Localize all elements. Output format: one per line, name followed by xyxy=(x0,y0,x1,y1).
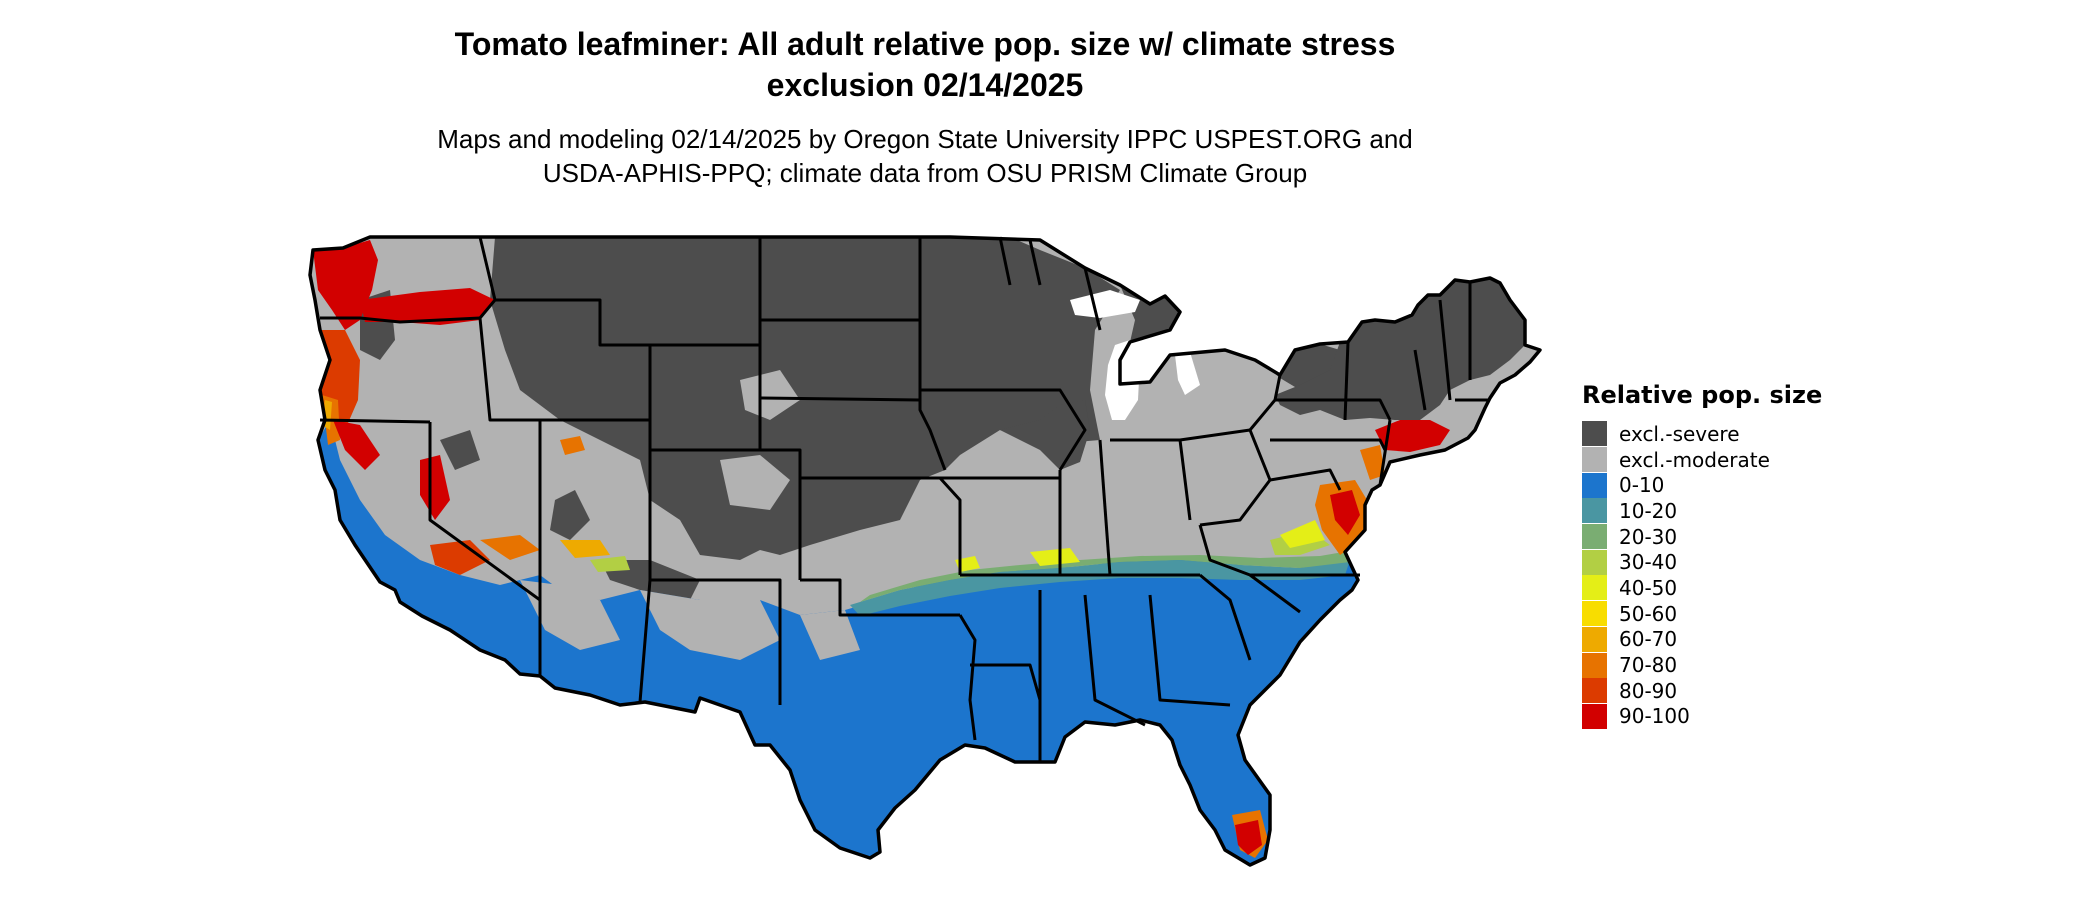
legend-label: excl.-moderate xyxy=(1619,447,1770,472)
legend-item: 80-90 xyxy=(1582,678,1822,704)
legend-swatch xyxy=(1582,524,1607,550)
legend-swatch xyxy=(1582,549,1607,575)
legend-label: 50-60 xyxy=(1619,601,1678,626)
legend-item: 40-50 xyxy=(1582,575,1822,601)
legend-label: 70-80 xyxy=(1619,653,1678,678)
legend-label: 40-50 xyxy=(1619,575,1678,600)
legend-item: 50-60 xyxy=(1582,601,1822,627)
legend-label: excl.-severe xyxy=(1619,421,1740,446)
lake-huron xyxy=(1175,352,1200,395)
legend-item: 60-70 xyxy=(1582,626,1822,653)
legend-label: 60-70 xyxy=(1619,627,1678,652)
legend-swatch xyxy=(1582,601,1607,627)
legend-label: 20-30 xyxy=(1619,524,1678,549)
legend-item: 10-20 xyxy=(1582,498,1822,524)
map-title-line-2: exclusion 02/14/2025 xyxy=(766,67,1084,103)
legend-swatch xyxy=(1582,626,1607,652)
legend-label: 30-40 xyxy=(1619,550,1678,575)
legend-item: 90-100 xyxy=(1582,703,1822,730)
legend-swatch xyxy=(1582,421,1607,447)
legend-swatch xyxy=(1582,575,1607,601)
legend-item: excl.-moderate xyxy=(1582,447,1822,473)
map-title-line-1: Tomato leafminer: All adult relative pop… xyxy=(454,26,1396,62)
lake-superior xyxy=(1070,290,1140,318)
legend-item: 30-40 xyxy=(1582,549,1822,575)
legend-swatch xyxy=(1582,652,1607,678)
legend-label: 0-10 xyxy=(1619,473,1665,498)
legend-item: 20-30 xyxy=(1582,524,1822,550)
legend-swatch xyxy=(1582,447,1607,473)
legend-item: 70-80 xyxy=(1582,652,1822,678)
legend-label: 90-100 xyxy=(1619,704,1690,729)
legend-item: 0-10 xyxy=(1582,472,1822,498)
legend-label: 10-20 xyxy=(1619,498,1678,523)
legend-swatch xyxy=(1582,472,1607,498)
legend-item: excl.-severe xyxy=(1582,421,1822,447)
map-title-block: Tomato leafminer: All adult relative pop… xyxy=(300,24,1550,190)
lake-michigan xyxy=(1105,340,1140,420)
map-title: Tomato leafminer: All adult relative pop… xyxy=(300,24,1550,106)
legend-items: excl.-severe excl.-moderate 0-10 10-20 20-30… xyxy=(1582,421,1822,729)
legend-swatch xyxy=(1582,678,1607,704)
legend-title: Relative pop. size xyxy=(1582,381,1823,409)
us-outline xyxy=(308,235,1542,867)
legend-swatch xyxy=(1582,498,1607,524)
map-subtitle-line-1: Maps and modeling 02/14/2025 by Oregon S… xyxy=(437,124,1413,154)
legend-swatch xyxy=(1582,703,1607,729)
legend-label: 80-90 xyxy=(1619,678,1678,703)
map-legend: Relative pop. size excl.-severe excl.-mod… xyxy=(1582,381,1822,729)
state-boundaries xyxy=(319,236,1490,762)
map-subtitle: Maps and modeling 02/14/2025 by Oregon S… xyxy=(300,122,1550,190)
map-subtitle-line-2: USDA-APHIS-PPQ; climate data from OSU PR… xyxy=(542,158,1308,188)
